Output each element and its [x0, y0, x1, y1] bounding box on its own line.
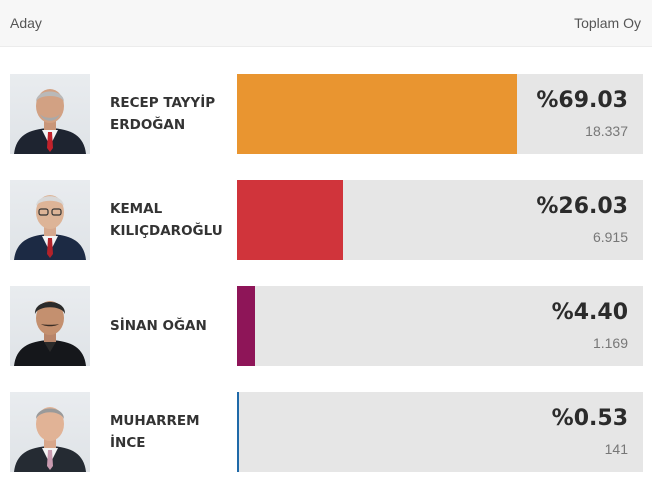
candidate-row-erdogan: RECEP TAYYİP ERDOĞAN %69.03 18.337 [0, 74, 652, 154]
candidate-name-line1: KEMAL [110, 201, 163, 217]
candidate-name-line2: ERDOĞAN [110, 117, 186, 133]
candidate-name: SİNAN OĞAN [110, 286, 228, 366]
vote-percentage: %4.40 [551, 300, 628, 325]
vote-percentage: %26.03 [536, 194, 628, 219]
candidate-row-ince: MUHARREM İNCE %0.53 141 [0, 392, 652, 472]
candidate-name-line1: RECEP TAYYİP [110, 95, 216, 111]
candidate-row-kilicdaroglu: KEMAL KILIÇDAROĞLU %26.03 6.915 [0, 180, 652, 260]
candidate-row-ogan: SİNAN OĞAN %4.40 1.169 [0, 286, 652, 366]
vote-share-fill [237, 286, 255, 366]
candidate-photo-erdogan [10, 74, 90, 154]
candidate-name-line2: İNCE [110, 435, 146, 451]
vote-share-bar: %26.03 6.915 [237, 180, 643, 260]
vote-share-fill [237, 74, 517, 154]
vote-percentage: %0.53 [551, 406, 628, 431]
vote-percentage: %69.03 [536, 88, 628, 113]
vote-share-fill [237, 180, 343, 260]
candidate-photo-ince [10, 392, 90, 472]
candidate-name-line1: SİNAN OĞAN [110, 318, 207, 334]
candidate-name: RECEP TAYYİP ERDOĞAN [110, 74, 228, 154]
vote-share-bar: %0.53 141 [237, 392, 643, 472]
candidate-name-line2: KILIÇDAROĞLU [110, 223, 223, 239]
vote-count: 141 [604, 441, 628, 457]
candidate-name: KEMAL KILIÇDAROĞLU [110, 180, 228, 260]
candidate-column-header: Aday [10, 15, 42, 31]
candidate-photo-ogan [10, 286, 90, 366]
results-header: Aday Toplam Oy [0, 0, 652, 47]
vote-count: 6.915 [592, 229, 628, 245]
vote-count: 1.169 [592, 335, 628, 351]
candidate-name: MUHARREM İNCE [110, 392, 228, 472]
vote-count: 18.337 [585, 123, 628, 139]
vote-share-bar: %4.40 1.169 [237, 286, 643, 366]
candidate-name-line1: MUHARREM [110, 413, 200, 429]
vote-share-fill [237, 392, 239, 472]
vote-share-bar: %69.03 18.337 [237, 74, 643, 154]
candidate-photo-kilicdaroglu [10, 180, 90, 260]
total-votes-column-header: Toplam Oy [574, 15, 641, 31]
